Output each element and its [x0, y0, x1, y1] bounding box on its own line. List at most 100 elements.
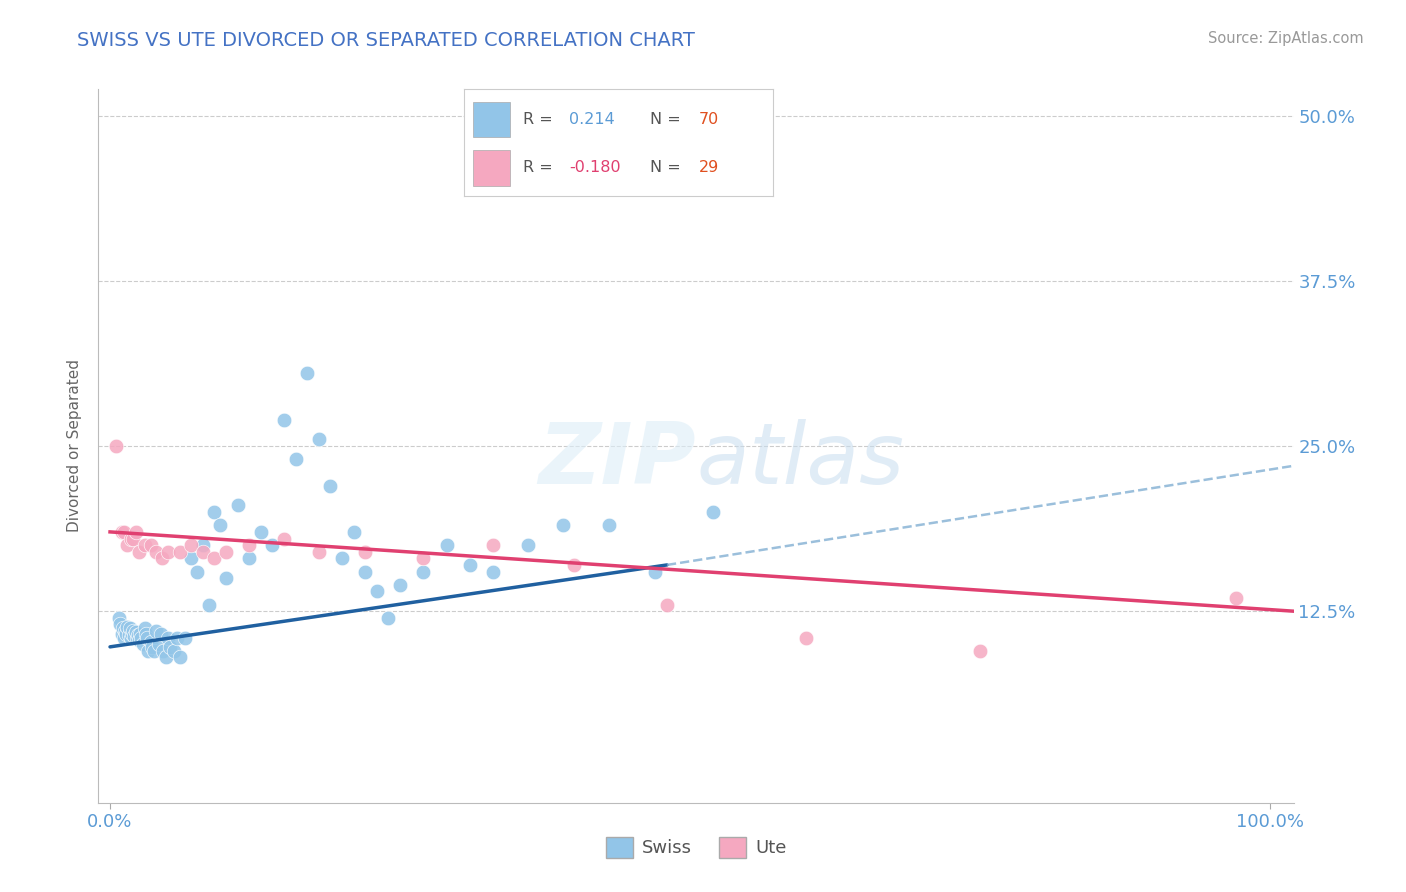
Point: [127, 628, 149, 642]
Point: [186, 565, 208, 579]
Point: [124, 625, 146, 640]
Point: [125, 631, 148, 645]
Point: [969, 644, 991, 658]
Point: [562, 558, 585, 572]
Point: [114, 624, 136, 638]
Point: [129, 626, 152, 640]
Text: R =: R =: [523, 112, 562, 127]
Point: [148, 637, 170, 651]
Point: [139, 634, 162, 648]
Text: -0.180: -0.180: [569, 160, 621, 175]
Text: 70: 70: [699, 112, 720, 127]
Point: [458, 558, 481, 572]
Point: [702, 505, 724, 519]
Point: [115, 626, 138, 640]
Point: [273, 532, 295, 546]
Point: [389, 578, 412, 592]
Point: [139, 538, 162, 552]
Point: [111, 621, 134, 635]
Point: [516, 538, 538, 552]
Point: [134, 538, 156, 552]
Point: [273, 412, 295, 426]
Point: [117, 620, 139, 634]
Point: [343, 524, 366, 539]
Legend: Swiss, Ute: Swiss, Ute: [599, 830, 793, 865]
Point: [150, 551, 173, 566]
Point: [143, 644, 166, 658]
Text: N =: N =: [650, 112, 686, 127]
Point: [124, 629, 146, 643]
Point: [284, 452, 307, 467]
Point: [250, 524, 273, 539]
Text: N =: N =: [650, 160, 686, 175]
Point: [191, 538, 214, 552]
Point: [169, 650, 191, 665]
Point: [366, 584, 388, 599]
Point: [174, 631, 197, 645]
FancyBboxPatch shape: [474, 102, 510, 137]
Point: [644, 565, 666, 579]
Point: [169, 545, 191, 559]
Point: [191, 545, 214, 559]
Point: [377, 611, 399, 625]
Point: [120, 631, 142, 645]
Point: [412, 551, 434, 566]
Point: [166, 631, 188, 645]
Text: 29: 29: [699, 160, 720, 175]
Point: [150, 626, 173, 640]
Point: [209, 518, 232, 533]
Point: [163, 644, 186, 658]
Point: [145, 624, 167, 638]
Point: [122, 624, 145, 638]
Point: [128, 633, 150, 648]
Point: [262, 538, 284, 552]
Point: [482, 538, 505, 552]
Point: [354, 545, 377, 559]
Text: R =: R =: [523, 160, 558, 175]
Point: [136, 644, 159, 658]
Point: [121, 626, 143, 640]
Point: [238, 538, 260, 552]
Point: [204, 551, 226, 566]
FancyBboxPatch shape: [474, 150, 510, 186]
Point: [412, 565, 434, 579]
Point: [104, 439, 127, 453]
Point: [180, 538, 202, 552]
Point: [180, 551, 202, 566]
Text: ZIP: ZIP: [538, 418, 696, 502]
Point: [136, 631, 159, 645]
Point: [215, 571, 238, 585]
Text: atlas: atlas: [696, 418, 904, 502]
Point: [131, 631, 153, 645]
Point: [297, 367, 319, 381]
Point: [118, 621, 141, 635]
Text: 0.214: 0.214: [569, 112, 614, 127]
Y-axis label: Divorced or Separated: Divorced or Separated: [67, 359, 83, 533]
Point: [122, 532, 145, 546]
Point: [655, 598, 678, 612]
Point: [110, 617, 132, 632]
Point: [436, 538, 458, 552]
Point: [794, 631, 817, 645]
Point: [598, 518, 620, 533]
Text: SWISS VS UTE DIVORCED OR SEPARATED CORRELATION CHART: SWISS VS UTE DIVORCED OR SEPARATED CORRE…: [77, 31, 695, 50]
Point: [330, 551, 353, 566]
Point: [131, 637, 153, 651]
Point: [197, 598, 219, 612]
Point: [111, 626, 134, 640]
Point: [159, 640, 181, 654]
Point: [238, 551, 260, 566]
Point: [112, 631, 135, 645]
Point: [155, 650, 177, 665]
Point: [117, 628, 139, 642]
Point: [308, 545, 330, 559]
Point: [108, 611, 131, 625]
Point: [124, 524, 146, 539]
Text: Source: ZipAtlas.com: Source: ZipAtlas.com: [1208, 31, 1364, 46]
Point: [134, 621, 156, 635]
Point: [157, 545, 180, 559]
Point: [157, 631, 180, 645]
Point: [117, 538, 139, 552]
Point: [308, 433, 330, 447]
Point: [215, 545, 238, 559]
